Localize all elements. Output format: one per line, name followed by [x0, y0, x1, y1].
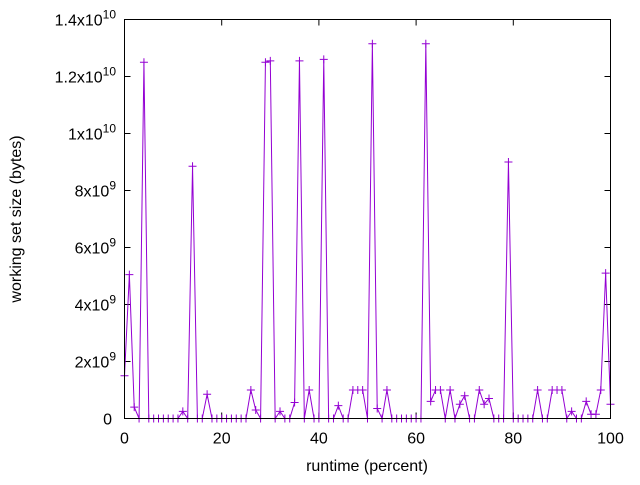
- y-tick-label-exponent: 10: [103, 65, 117, 79]
- x-tick-label: 0: [120, 431, 129, 448]
- data-point-marker: [591, 410, 600, 419]
- data-point-marker: [480, 400, 489, 409]
- data-point-marker: [368, 39, 377, 48]
- series-working-set: [120, 39, 615, 423]
- y-tick-label-base: 0: [103, 412, 112, 429]
- data-point-marker: [436, 386, 445, 394]
- data-point-marker: [358, 386, 367, 394]
- y-tick-label: 0: [103, 412, 112, 429]
- x-tick-label: 80: [504, 431, 522, 448]
- data-point-marker: [455, 400, 464, 409]
- x-tick-label: 40: [310, 431, 328, 448]
- data-point-marker: [601, 269, 610, 278]
- y-tick-label-exponent: 10: [103, 8, 117, 22]
- y-tick-label-exponent: 9: [109, 236, 116, 250]
- data-point-marker: [188, 162, 197, 171]
- data-point-marker: [460, 391, 469, 400]
- data-point-marker: [203, 390, 212, 399]
- y-tick-label-base: 4x10: [75, 298, 110, 315]
- data-point-marker: [421, 39, 430, 48]
- data-point-marker: [475, 386, 484, 394]
- y-tick-label-base: 8x10: [75, 184, 110, 201]
- data-point-marker: [276, 407, 285, 416]
- data-point-marker: [504, 158, 513, 166]
- data-point-marker: [446, 386, 455, 394]
- data-point-marker: [426, 397, 435, 406]
- y-tick-label: 4x109: [75, 293, 117, 315]
- y-tick-label-exponent: 9: [109, 350, 116, 364]
- data-point-marker: [290, 398, 299, 407]
- y-tick-label: 2x109: [75, 350, 117, 372]
- data-point-marker: [319, 55, 328, 64]
- y-tick-label-exponent: 10: [103, 122, 117, 136]
- y-tick-label-exponent: 9: [109, 293, 116, 307]
- x-tick-label: 100: [597, 431, 624, 448]
- data-point-marker: [139, 58, 148, 67]
- y-tick-label-base: 1.2x10: [55, 70, 103, 87]
- data-point-marker: [125, 270, 134, 279]
- x-axis-label: runtime (percent): [306, 458, 428, 475]
- data-point-marker: [266, 56, 275, 65]
- data-point-marker: [246, 386, 255, 394]
- axis-ticks: 0 20 40 60 80 10002x1094x1096x1098x1091x10101…: [55, 8, 624, 448]
- data-point-marker: [130, 403, 139, 412]
- data-point-marker: [295, 56, 304, 65]
- plot-frame: [124, 19, 611, 419]
- y-tick-label-base: 1x10: [68, 127, 103, 144]
- data-point-marker: [382, 386, 391, 394]
- data-point-marker: [251, 405, 260, 414]
- series-line: [124, 43, 611, 421]
- data-point-marker: [373, 404, 382, 413]
- y-tick-label: 6x109: [75, 236, 117, 258]
- data-point-marker: [596, 386, 605, 394]
- data-point-marker: [533, 386, 542, 394]
- data-point-marker: [582, 397, 591, 406]
- data-point-marker: [557, 386, 566, 394]
- data-point-marker: [567, 407, 576, 416]
- data-point-marker: [178, 407, 187, 416]
- data-point-marker: [261, 58, 270, 67]
- data-point-marker: [305, 386, 314, 394]
- y-tick-label-base: 6x10: [75, 241, 110, 258]
- y-tick-label: 8x109: [75, 179, 117, 201]
- y-tick-label: 1.4x1010: [55, 8, 117, 30]
- x-tick-label: 60: [407, 431, 425, 448]
- y-tick-label-base: 1.4x10: [55, 13, 103, 30]
- y-tick-label: 1.2x1010: [55, 65, 117, 87]
- y-tick-label-base: 2x10: [75, 355, 110, 372]
- data-point-marker: [485, 394, 493, 403]
- y-axis-label: working set size (bytes): [8, 135, 25, 303]
- data-point-marker: [334, 401, 343, 410]
- y-tick-label: 1x1010: [68, 122, 116, 144]
- y-tick-label-exponent: 9: [109, 179, 116, 193]
- x-tick-label: 20: [213, 431, 231, 448]
